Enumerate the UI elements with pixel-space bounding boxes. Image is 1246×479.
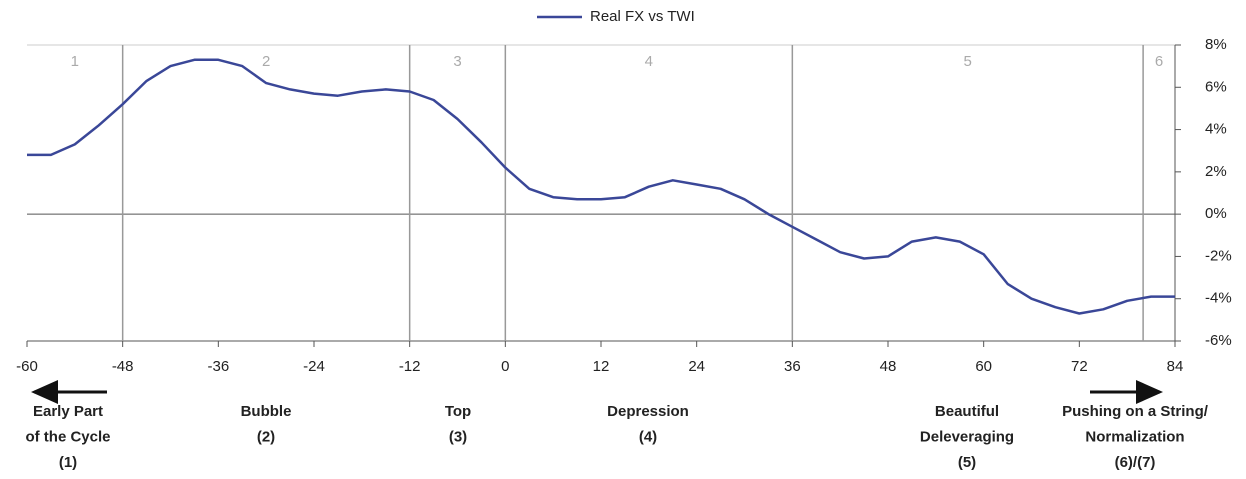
y-tick-label: 6%	[1205, 78, 1227, 95]
phase-label: 4	[645, 53, 653, 70]
stage-label: (2)	[257, 428, 275, 445]
x-tick-label: 12	[593, 358, 610, 375]
y-tick-label: 2%	[1205, 163, 1227, 180]
y-tick-label: 0%	[1205, 205, 1227, 222]
y-tick-label: 4%	[1205, 121, 1227, 138]
x-tick-label: 84	[1167, 358, 1184, 375]
y-tick-label: -4%	[1205, 290, 1232, 307]
stage-label: (4)	[639, 428, 657, 445]
x-tick-label: -48	[112, 358, 134, 375]
y-tick-label: -2%	[1205, 247, 1232, 264]
data-line	[27, 58, 1175, 315]
phase-label: 2	[262, 53, 270, 70]
x-tick-label: 48	[880, 358, 897, 375]
x-tick-label: 0	[501, 358, 509, 375]
y-tick-label: -6%	[1205, 332, 1232, 349]
x-tick-label: 72	[1071, 358, 1088, 375]
stage-label: Depression	[607, 403, 689, 420]
stage-label: (5)	[958, 454, 976, 471]
phase-label: 6	[1155, 53, 1163, 70]
x-tick-label: 36	[784, 358, 801, 375]
stage-label: Deleveraging	[920, 428, 1014, 445]
stage-label: Top	[445, 403, 471, 420]
stage-label: Bubble	[241, 403, 292, 420]
stage-label: Normalization	[1085, 428, 1184, 445]
phase-label: 5	[964, 53, 972, 70]
stage-label: Pushing on a String/	[1062, 403, 1209, 420]
x-tick-label: -24	[303, 358, 325, 375]
x-tick-label: -12	[399, 358, 421, 375]
stage-label: of the Cycle	[25, 428, 110, 445]
x-tick-label: -60	[16, 358, 38, 375]
phase-label: 3	[453, 53, 461, 70]
stage-label: (6)/(7)	[1115, 454, 1156, 471]
stage-label: (1)	[59, 454, 77, 471]
y-tick-label: 8%	[1205, 36, 1227, 53]
x-tick-label: -36	[207, 358, 229, 375]
stage-label: (3)	[449, 428, 467, 445]
x-tick-label: 60	[975, 358, 992, 375]
x-tick-label: 24	[688, 358, 705, 375]
stage-label: Early Part	[33, 403, 103, 420]
legend-label: Real FX vs TWI	[590, 8, 695, 25]
phase-label: 1	[71, 53, 79, 70]
stage-label: Beautiful	[935, 403, 999, 420]
